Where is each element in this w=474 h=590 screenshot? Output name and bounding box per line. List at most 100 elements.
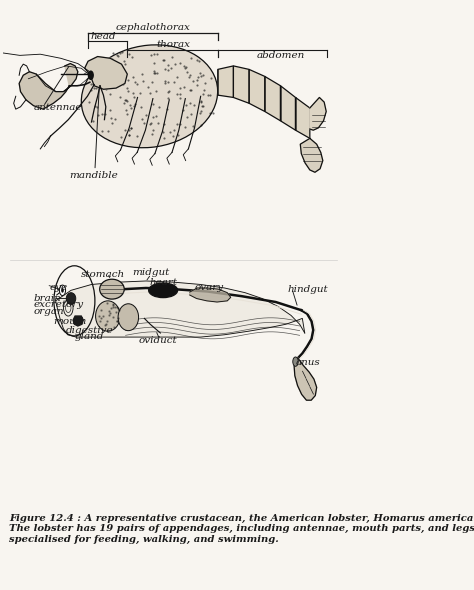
Polygon shape (55, 281, 305, 337)
Point (207, 108, 214, 117)
Point (121, 95, 128, 104)
Point (118, 47, 126, 56)
Polygon shape (73, 316, 83, 326)
Point (127, 104, 135, 113)
Polygon shape (218, 66, 233, 97)
Point (148, 78, 156, 87)
Point (131, 100, 138, 109)
Point (102, 76, 110, 86)
Point (108, 54, 115, 64)
Point (101, 109, 109, 119)
Point (160, 133, 168, 143)
Point (196, 109, 204, 118)
Point (108, 59, 115, 68)
Point (176, 90, 184, 99)
Point (102, 84, 109, 93)
Point (155, 102, 163, 112)
Point (168, 53, 175, 62)
Point (112, 67, 120, 77)
Point (125, 76, 132, 85)
Point (124, 96, 131, 106)
Point (186, 86, 194, 95)
Text: abdomen: abdomen (257, 51, 305, 60)
Point (201, 78, 209, 88)
Point (97, 305, 104, 314)
Point (169, 132, 177, 141)
Text: eye: eye (50, 283, 68, 293)
Point (113, 303, 120, 312)
Point (173, 72, 181, 81)
Point (197, 71, 205, 80)
Point (97, 313, 105, 322)
Text: midgut: midgut (133, 268, 170, 277)
Point (151, 68, 158, 78)
Polygon shape (281, 86, 295, 130)
Point (94, 77, 101, 86)
Point (160, 55, 167, 64)
Ellipse shape (96, 301, 120, 331)
Point (106, 90, 113, 99)
Point (126, 101, 134, 110)
Polygon shape (265, 77, 281, 121)
Polygon shape (301, 139, 323, 172)
Point (149, 112, 156, 122)
Point (121, 59, 128, 68)
Point (146, 119, 154, 129)
Point (108, 119, 115, 128)
Point (176, 58, 183, 68)
Text: mouth: mouth (53, 317, 87, 326)
Point (183, 112, 191, 122)
Point (190, 100, 197, 109)
Point (98, 109, 106, 119)
Point (168, 63, 175, 73)
Point (144, 82, 152, 91)
Point (201, 85, 208, 94)
Ellipse shape (118, 304, 138, 330)
Text: hindgut: hindgut (288, 284, 328, 294)
Point (153, 68, 160, 78)
Point (186, 70, 194, 80)
Point (115, 313, 122, 323)
Text: ovary: ovary (195, 283, 224, 293)
Point (124, 86, 132, 96)
Ellipse shape (100, 279, 124, 299)
Text: oviduct: oviduct (139, 336, 177, 345)
Point (106, 106, 114, 115)
Polygon shape (249, 70, 265, 112)
Point (193, 55, 201, 65)
Point (120, 99, 128, 108)
Point (196, 68, 204, 77)
Point (182, 123, 189, 132)
Point (173, 89, 181, 99)
Text: The lobster has 19 pairs of appendages, including antennae, mouth parts, and leg: The lobster has 19 pairs of appendages, … (9, 525, 474, 533)
Point (129, 72, 137, 81)
Point (176, 83, 184, 93)
Polygon shape (85, 57, 128, 89)
Point (148, 130, 155, 139)
Point (125, 130, 133, 140)
Point (109, 48, 117, 58)
Point (95, 312, 102, 321)
Point (107, 71, 115, 81)
Point (152, 112, 160, 121)
Point (103, 298, 110, 307)
Point (109, 63, 117, 72)
Point (109, 303, 117, 312)
Point (159, 127, 166, 137)
Point (100, 311, 107, 320)
Point (199, 70, 207, 80)
Point (149, 99, 157, 109)
Text: heart: heart (149, 278, 177, 287)
Point (182, 64, 189, 73)
Point (92, 83, 100, 93)
Point (108, 113, 115, 122)
Point (160, 119, 167, 128)
Point (139, 77, 146, 86)
Point (113, 74, 120, 83)
Point (97, 316, 104, 325)
Point (90, 84, 98, 93)
Text: gland: gland (75, 332, 104, 341)
Point (180, 106, 187, 115)
Point (109, 301, 117, 310)
Point (206, 90, 213, 100)
